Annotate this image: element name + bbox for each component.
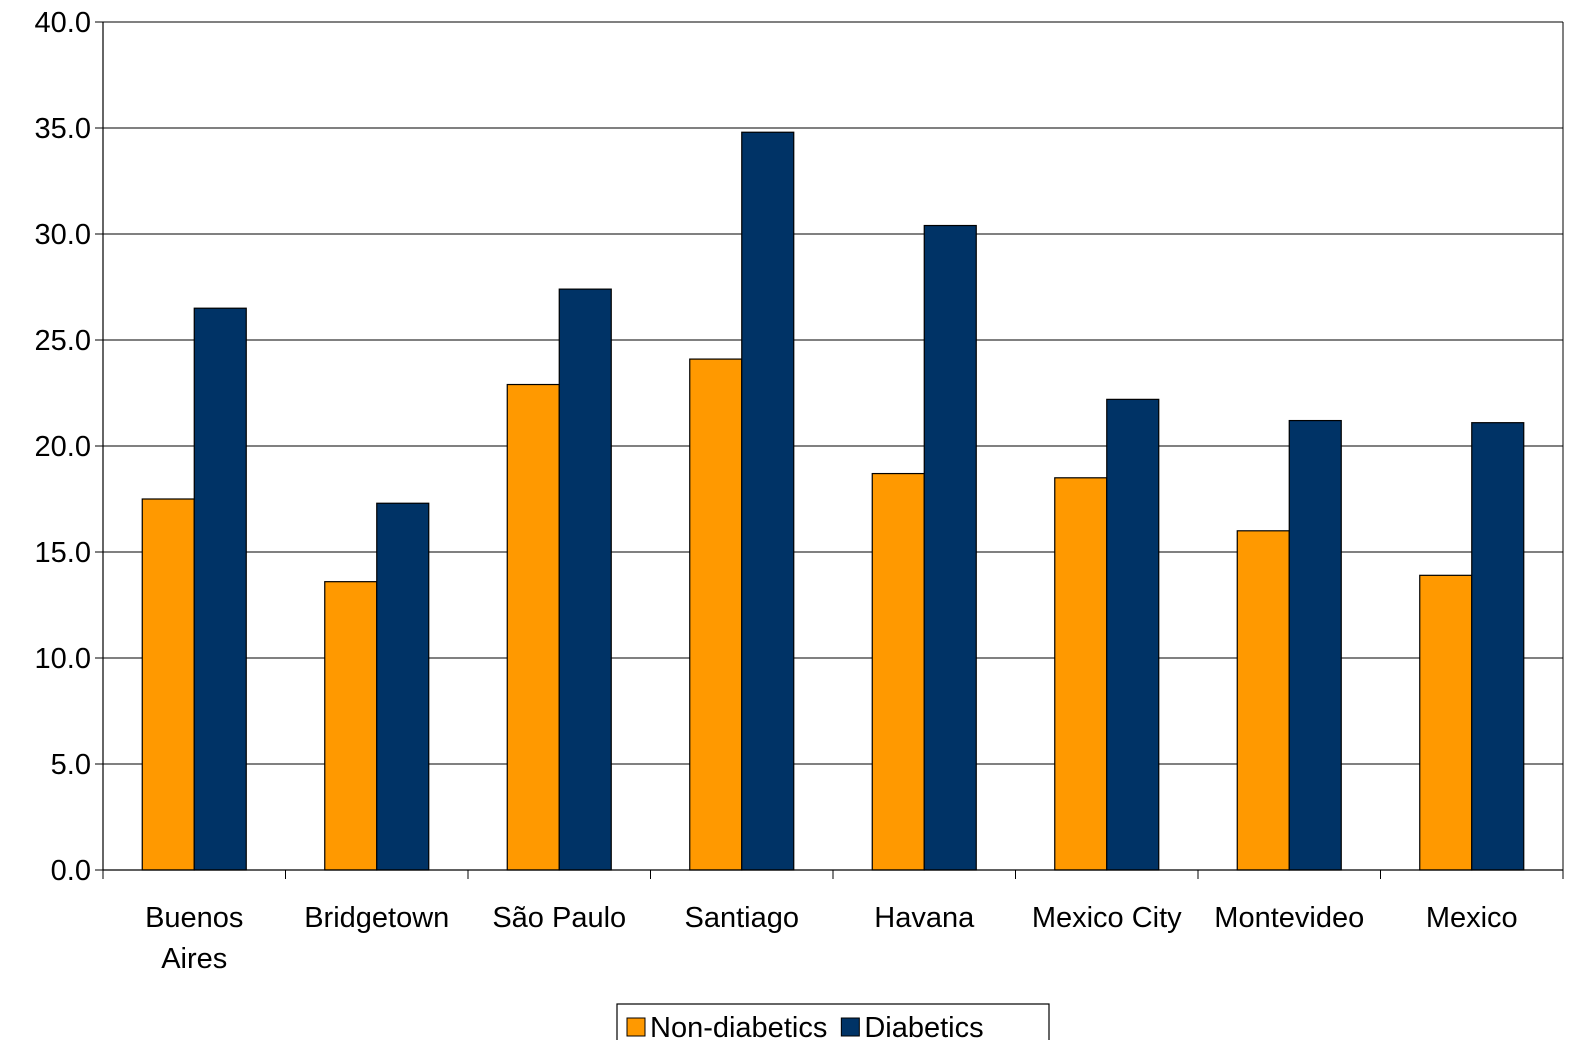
bar-diabetics	[1471, 422, 1525, 871]
bar-non-diabetics	[689, 358, 743, 871]
y-tick-label: 30.0	[35, 219, 91, 251]
legend-label-non-diabetics: Non-diabetics	[650, 1012, 827, 1040]
bar-non-diabetics	[1236, 530, 1290, 871]
y-tick-labels: 0.0 5.0 10.0 15.0 20.0 25.0 30.0 35.0 40.0	[35, 7, 103, 887]
x-tick-marks	[102, 870, 1564, 879]
y-tick-label: 20.0	[35, 431, 91, 463]
y-tick-label: 40.0	[35, 7, 91, 39]
legend-box	[616, 1003, 1050, 1040]
bar-diabetics	[193, 307, 247, 871]
x-category-label: Montevideo	[1214, 902, 1364, 934]
bar-diabetics	[923, 224, 977, 871]
bar-non-diabetics	[1054, 477, 1108, 871]
x-category-label: Bridgetown	[304, 902, 449, 934]
y-tick-label: 25.0	[35, 325, 91, 357]
x-category-label: Havana	[874, 902, 975, 934]
legend-swatch-non-diabetics	[626, 1017, 646, 1037]
x-category-label: Buenos	[145, 902, 243, 934]
legend-label-diabetics: Diabetics	[864, 1012, 983, 1040]
bar-diabetics	[558, 288, 612, 871]
bars	[141, 131, 1525, 871]
legend-swatch-diabetics	[840, 1017, 860, 1037]
bar-non-diabetics	[1419, 574, 1473, 871]
y-tick-label: 15.0	[35, 537, 91, 569]
legend: Non-diabetics Diabetics	[616, 1003, 1050, 1040]
x-category-label: Aires	[161, 943, 227, 975]
x-category-label: São Paulo	[492, 902, 626, 934]
bar-diabetics	[741, 131, 795, 871]
y-tick-label: 35.0	[35, 113, 91, 145]
bar-diabetics	[376, 502, 430, 871]
bar-non-diabetics	[324, 581, 378, 871]
y-tick-label: 0.0	[51, 855, 91, 887]
bar-non-diabetics	[871, 472, 925, 871]
x-category-labels: Buenos Aires Bridgetown São Paulo Santiago Ha…	[145, 902, 1518, 975]
bar-non-diabetics	[141, 498, 195, 871]
gridlines	[103, 21, 1563, 765]
x-category-label: Mexico	[1426, 902, 1518, 934]
x-category-label: Mexico City	[1032, 902, 1182, 934]
x-category-label: Santiago	[685, 902, 800, 934]
bar-non-diabetics	[506, 383, 560, 871]
bar-diabetics	[1106, 398, 1160, 871]
bar-diabetics	[1288, 419, 1342, 871]
y-tick-label: 10.0	[35, 643, 91, 675]
y-tick-label: 5.0	[51, 749, 91, 781]
